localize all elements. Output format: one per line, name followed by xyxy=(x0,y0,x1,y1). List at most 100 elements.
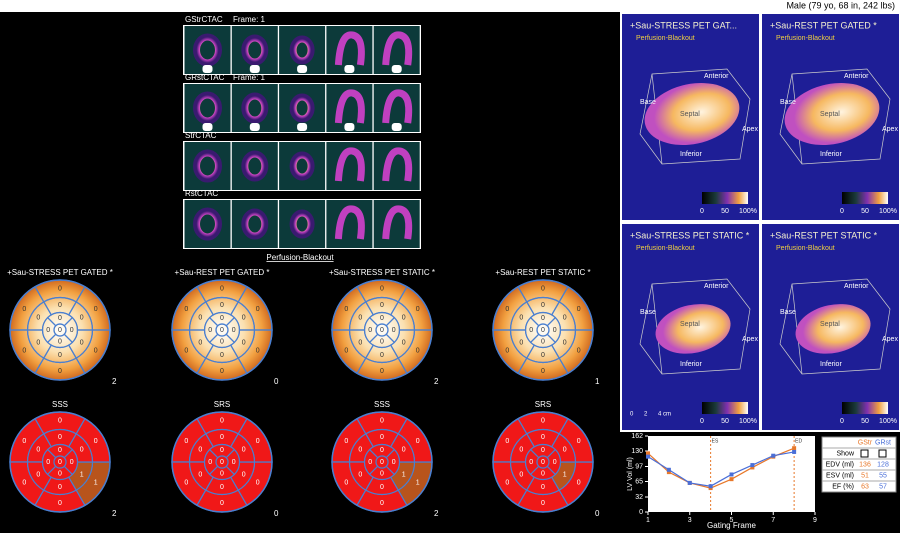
total-score: 1 xyxy=(595,377,600,386)
colorbar xyxy=(842,402,888,414)
segment-score: 0 xyxy=(58,327,62,334)
map-outline xyxy=(492,279,594,381)
slice-ring xyxy=(382,31,413,66)
frame-label: Frame: 1 xyxy=(233,73,266,82)
right-panel: +Sau-STRESS PET GAT... Perfusion-Blackout… xyxy=(622,14,899,430)
segment-score: 0 xyxy=(380,302,384,309)
colorbar-label: 50 xyxy=(861,208,869,215)
view-label: Apex xyxy=(742,336,758,343)
colorbar xyxy=(702,402,748,414)
point xyxy=(771,453,776,458)
polar-map xyxy=(493,280,593,380)
slice-ring xyxy=(334,31,365,66)
segment-score: 0 xyxy=(58,418,62,425)
segment-score: 0 xyxy=(198,339,202,346)
segment-score: 0 xyxy=(541,471,545,478)
total-score: 0 xyxy=(595,509,600,518)
slice-ring xyxy=(382,205,413,240)
x-tick-label: 3 xyxy=(688,517,692,524)
slice-ring xyxy=(193,149,222,183)
point xyxy=(750,465,755,470)
segment-score: 0 xyxy=(380,418,384,425)
segment-score: 0 xyxy=(358,446,362,453)
segment-score: 0 xyxy=(392,327,396,334)
heart-model xyxy=(795,304,871,354)
slice-ring xyxy=(241,208,269,240)
colorbar-label: 50 xyxy=(721,208,729,215)
segment-score: 0 xyxy=(22,479,26,486)
map-outline xyxy=(171,279,273,381)
polar-map xyxy=(172,280,272,380)
point xyxy=(792,446,797,451)
segment-score: 0 xyxy=(242,446,246,453)
segment-score: 0 xyxy=(220,315,224,322)
top-bar xyxy=(0,0,900,12)
segment-score: 0 xyxy=(344,306,348,313)
segment-score: 0 xyxy=(380,500,384,507)
table-value: 55 xyxy=(879,472,887,479)
segment-score: 0 xyxy=(256,479,260,486)
segment-score: 0 xyxy=(519,314,523,321)
map-title: +Sau-REST PET STATIC * xyxy=(495,268,590,277)
uptake-spot xyxy=(249,65,260,73)
segment-score: 0 xyxy=(256,306,260,313)
segment-score: 0 xyxy=(184,438,188,445)
checkbox[interactable] xyxy=(878,449,887,458)
segment-score: 0 xyxy=(541,352,545,359)
segment-score: 0 xyxy=(70,327,74,334)
point xyxy=(792,449,797,454)
segment-score: 0 xyxy=(220,327,224,334)
segment xyxy=(215,323,229,337)
series-line xyxy=(647,451,795,487)
view-subtitle: Perfusion-Blackout xyxy=(636,35,695,42)
view-title: +Sau-REST PET STATIC * xyxy=(770,230,878,240)
slice-ring xyxy=(289,151,315,181)
segment-score: 0 xyxy=(242,339,246,346)
segment-score: 0 xyxy=(505,438,509,445)
segment-score: 0 xyxy=(563,339,567,346)
point xyxy=(729,472,734,477)
segment-score: 0 xyxy=(184,347,188,354)
segment-score: 0 xyxy=(380,315,384,322)
segment-score: 1 xyxy=(80,471,84,478)
segment-score: 0 xyxy=(358,471,362,478)
segment-score: 0 xyxy=(220,302,224,309)
table-value: 136 xyxy=(859,461,871,468)
view-label: Apex xyxy=(742,126,758,133)
map-title: SRS xyxy=(214,400,230,409)
x-axis-label: Gating Frame xyxy=(707,521,756,530)
colorbar xyxy=(702,192,748,204)
segment-score: 0 xyxy=(541,484,545,491)
view-subtitle: Perfusion-Blackout xyxy=(776,245,835,252)
table-value: 128 xyxy=(877,461,889,468)
segment-score: 0 xyxy=(541,447,545,454)
slice-label: StrCTAC xyxy=(185,131,217,140)
frame-label: Frame: 1 xyxy=(233,15,266,24)
segment-score: 0 xyxy=(232,459,236,466)
slice-ring xyxy=(289,209,315,239)
segment-score: 0 xyxy=(577,306,581,313)
map-title: +Sau-STRESS PET STATIC * xyxy=(329,268,435,277)
slice-ring xyxy=(241,92,269,124)
point xyxy=(729,477,734,482)
segment-score: 0 xyxy=(58,286,62,293)
uptake-spot xyxy=(297,123,308,131)
segment-score: 0 xyxy=(184,479,188,486)
stats-table xyxy=(821,436,897,493)
slice-tile xyxy=(184,142,231,190)
slice-tile xyxy=(279,142,326,190)
link[interactable]: Perfusion-Blackout xyxy=(266,253,334,262)
segment-score: 0 xyxy=(416,306,420,313)
segment-score: 0 xyxy=(519,471,523,478)
slice-label: GRstCTAC xyxy=(185,73,225,82)
slice-ring xyxy=(334,205,365,240)
segment-score: 0 xyxy=(70,459,74,466)
colorbar-label: 50 xyxy=(861,418,869,425)
view-label: Anterior xyxy=(704,283,729,290)
segment-score: 0 xyxy=(36,339,40,346)
checkbox[interactable] xyxy=(860,449,869,458)
uptake-spot xyxy=(202,123,213,131)
segment-score: 0 xyxy=(58,471,62,478)
